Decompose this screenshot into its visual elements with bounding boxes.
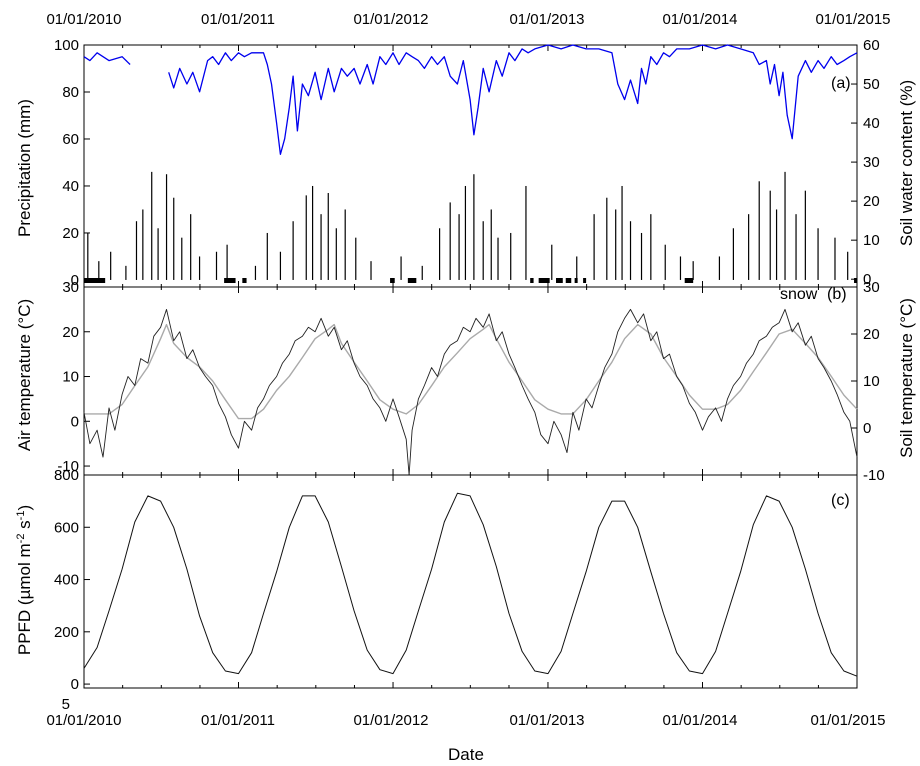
soil-water-line: [168, 44, 858, 155]
snow-bar: [530, 278, 534, 283]
y-axis-title-ppfd: PPFD (µmol m-2 s-1): [15, 505, 34, 655]
snow-bar: [583, 278, 587, 283]
top-x-tick-label: 01/01/2011: [201, 11, 275, 28]
panel-label-c: (c): [831, 492, 850, 509]
soil-temp-y-tick-label: 30: [863, 279, 880, 296]
soil-water-y-tick-label: 20: [863, 193, 880, 210]
precip-y-tick-label: 60: [62, 131, 79, 148]
top-x-tick-label: 01/01/2014: [662, 11, 737, 28]
ppfd-y-tick-label: 200: [54, 624, 79, 641]
snow-bar: [242, 278, 247, 283]
ppfd-y-tick-label: 0: [71, 676, 79, 693]
bottom-x-tick-label: 01/01/2012: [353, 712, 428, 729]
y-axis-title-soil-water: Soil water content (%): [897, 80, 916, 246]
soil-temp-y-tick-label: 20: [863, 326, 880, 343]
air-temp-y-tick-label: -10: [57, 458, 79, 475]
y-axis-title-soil-temperature: Soil temperature (°C): [897, 298, 916, 458]
bottom-x-tick-label: 01/01/2013: [509, 712, 584, 729]
soil-water-y-tick-label: 50: [863, 76, 880, 93]
precip-y-tick-label: 100: [54, 37, 79, 54]
x-axis-title: Date: [448, 745, 484, 764]
snow-bar: [556, 278, 563, 283]
soil-temp-y-tick-label: 0: [863, 420, 871, 437]
top-x-tick-label: 01/01/2013: [509, 11, 584, 28]
air-temp-y-tick-label: 0: [71, 413, 79, 430]
snow-bar: [565, 278, 572, 283]
snow-bar: [224, 278, 236, 283]
ppfd-y-tick-label: 800: [54, 467, 79, 484]
snow-label: snow: [780, 286, 818, 303]
snow-bar: [407, 278, 417, 283]
air-temperature-line: [83, 308, 858, 476]
ppfd-line: [83, 492, 858, 677]
ppfd-y-tick-label: 400: [54, 572, 79, 589]
bottom-x-tick-label: 01/01/2014: [662, 712, 737, 729]
y-tick-label-below: 5: [62, 696, 70, 713]
snow-bar: [390, 278, 395, 283]
soil-water-y-tick-label: 10: [863, 232, 880, 249]
precip-y-tick-label: 20: [62, 225, 79, 242]
panel-b: -10 0 10 20 30 -10 0 10 20 30: [57, 278, 885, 484]
panel-c-frame: [83, 474, 858, 689]
air-temp-y-tick-label: 30: [62, 279, 79, 296]
top-x-tick-label: 01/01/2012: [353, 11, 428, 28]
soil-water-y-tick-label: 30: [863, 154, 880, 171]
soil-water-y-tick-label: 60: [863, 37, 880, 54]
precip-y-tick-label: 80: [62, 84, 79, 101]
top-x-tick-label: 01/01/2010: [46, 11, 121, 28]
panel-b-frame: [83, 286, 858, 476]
precip-y-tick-label: 40: [62, 178, 79, 195]
air-temp-y-tick-label: 20: [62, 324, 79, 341]
soil-water-y-tick-label: 0: [863, 271, 871, 288]
soil-water-line: [83, 52, 131, 65]
snow-bar: [538, 278, 550, 283]
bottom-x-tick-label: 01/01/2015: [810, 712, 885, 729]
panel-label-a: (a): [831, 75, 851, 92]
precip-y-tick-label: 0: [71, 272, 79, 289]
panel-a: 0 20 40 60 80 100 0 10 20 30 40 50 60: [54, 37, 880, 289]
air-temp-y-tick-label: 10: [62, 369, 79, 386]
ppfd-y-tick-label: 600: [54, 519, 79, 536]
y-axis-title-precipitation: Precipitation (mm): [15, 99, 34, 237]
bottom-x-tick-label: 01/01/2010: [46, 712, 121, 729]
snow-bar: [574, 278, 578, 283]
y-axis-title-air-temperature: Air temperature (°C): [15, 299, 34, 451]
ppfd-title-text: PPFD (µmol m-2 s-1): [15, 505, 34, 655]
soil-temp-y-tick-label: 10: [863, 373, 880, 390]
soil-water-y-tick-label: 40: [863, 115, 880, 132]
soil-temperature-line: [84, 323, 858, 420]
bottom-x-tick-label: 01/01/2011: [201, 712, 275, 729]
panel-label-b: (b): [827, 286, 847, 303]
panel-a-frame: [83, 44, 858, 288]
snow-bar: [854, 278, 858, 283]
soil-temp-y-tick-label: -10: [863, 467, 885, 484]
top-x-tick-label: 01/01/2015: [815, 11, 890, 28]
snow-bar: [84, 278, 106, 283]
snow-bar: [684, 278, 694, 283]
panel-c: 0 200 400 600 800: [54, 467, 858, 693]
